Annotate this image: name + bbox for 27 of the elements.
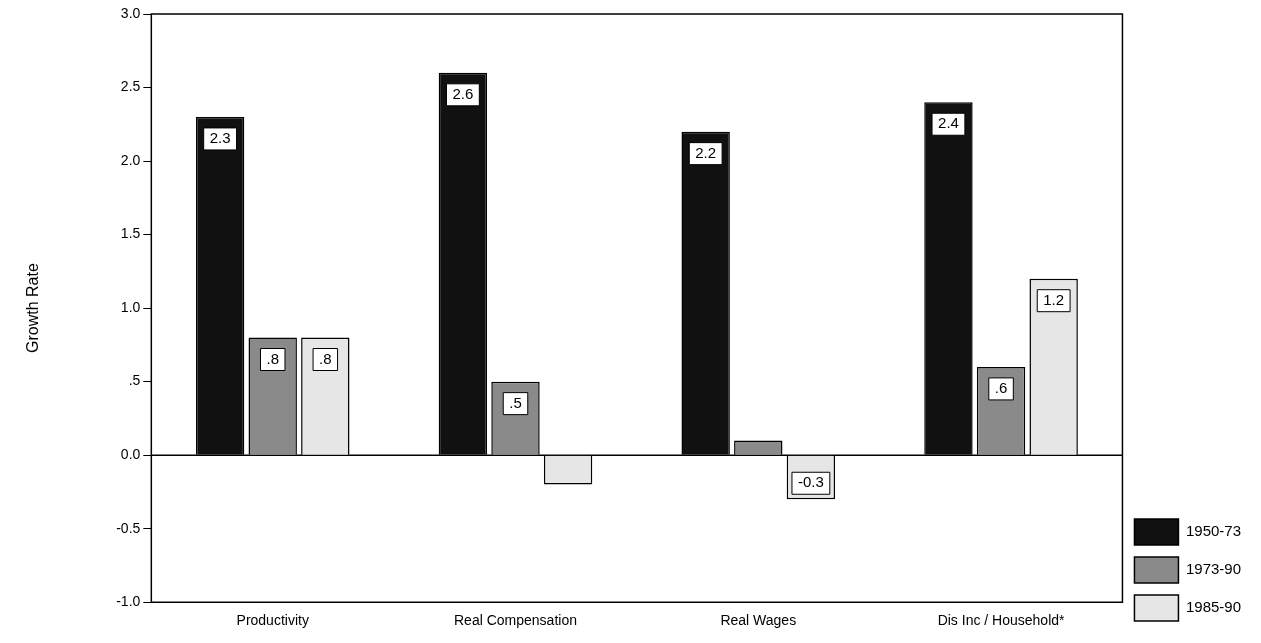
data-label: -0.3	[797, 473, 824, 491]
y-tick-label: 1.5	[120, 225, 141, 242]
data-label: 2.2	[695, 143, 717, 161]
data-label: 1.2	[1043, 290, 1065, 308]
data-label: .8	[266, 349, 279, 367]
y-tick-label: 0.0	[120, 446, 141, 463]
y-tick-label: .5	[128, 372, 141, 389]
y-tick-label: 1.0	[120, 298, 141, 315]
y-axis-title: Growth Rate	[24, 263, 42, 354]
legend-label: 1950-73	[1185, 522, 1242, 540]
y-tick-label: 2.5	[120, 78, 141, 95]
x-tick-label: Productivity	[236, 612, 309, 629]
legend-label: 1985-90	[1185, 598, 1242, 616]
data-label: 2.4	[938, 114, 959, 132]
y-tick-label: 3.0	[120, 4, 141, 21]
x-tick-label: Dis Inc / Household*	[937, 612, 1066, 629]
data-label: 2.6	[452, 84, 474, 102]
legend-label: 1973-90	[1185, 560, 1242, 578]
y-tick-label: -0.5	[116, 519, 141, 536]
data-label: .5	[509, 393, 522, 411]
y-tick-label: -1.0	[116, 593, 141, 610]
x-tick-label: Real Compensation	[454, 612, 577, 629]
data-label: 2.3	[209, 129, 231, 147]
x-tick-label: Real Wages	[720, 612, 797, 629]
data-label: .8	[319, 349, 332, 367]
data-label: .6	[994, 379, 1008, 397]
y-tick-label: 2.0	[120, 151, 141, 168]
